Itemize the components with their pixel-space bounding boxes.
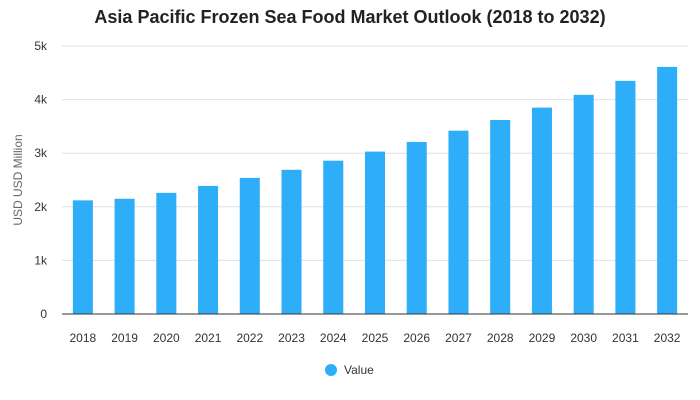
x-tick-label: 2019 <box>111 331 138 345</box>
bars <box>72 66 678 315</box>
bar-2031[interactable] <box>615 80 636 314</box>
bar-2018[interactable] <box>72 200 93 314</box>
x-tick-label: 2032 <box>654 331 681 345</box>
bar-2027[interactable] <box>448 130 469 314</box>
y-axis-tick-labels: 0 1k 2k 3k 4k 5k <box>34 39 48 321</box>
x-tick-label: 2027 <box>445 331 472 345</box>
bar-2030[interactable] <box>573 94 594 314</box>
x-tick-label: 2023 <box>278 331 305 345</box>
x-tick-label: 2028 <box>487 331 514 345</box>
x-tick-label: 2025 <box>362 331 389 345</box>
legend-label: Value <box>344 363 374 377</box>
bar-2020[interactable] <box>156 192 177 314</box>
bar-2026[interactable] <box>406 141 427 314</box>
bar-2019[interactable] <box>114 198 135 314</box>
y-tick-label: 0 <box>40 307 47 321</box>
bar-2028[interactable] <box>490 119 511 314</box>
bar-2025[interactable] <box>364 151 386 314</box>
y-tick-label: 1k <box>34 253 48 267</box>
x-tick-label: 2030 <box>570 331 597 345</box>
x-tick-label: 2018 <box>70 331 97 345</box>
x-tick-label: 2024 <box>320 331 347 345</box>
y-tick-label: 5k <box>34 39 48 53</box>
x-tick-label: 2022 <box>236 331 263 345</box>
x-axis-tick-labels: 2018 2019 2020 2021 2022 2023 2024 2025 2026 2027… <box>70 331 681 345</box>
chart-title: Asia Pacific Frozen Sea Food Market Outl… <box>94 7 606 27</box>
bar-2032[interactable] <box>657 66 678 315</box>
y-axis-title: USD USD Million <box>11 134 25 225</box>
x-tick-label: 2020 <box>153 331 180 345</box>
legend[interactable]: Value <box>325 363 374 377</box>
x-tick-label: 2029 <box>529 331 556 345</box>
y-tick-label: 3k <box>34 146 48 160</box>
bar-2029[interactable] <box>531 107 552 314</box>
y-tick-label: 4k <box>34 93 48 107</box>
bar-2022[interactable] <box>239 177 260 314</box>
bar-2021[interactable] <box>198 185 219 314</box>
bar-2024[interactable] <box>323 160 344 314</box>
x-tick-label: 2031 <box>612 331 639 345</box>
x-tick-label: 2026 <box>403 331 430 345</box>
bar-2023[interactable] <box>281 169 302 314</box>
x-tick-label: 2021 <box>195 331 222 345</box>
y-tick-label: 2k <box>34 200 48 214</box>
legend-marker-icon <box>325 364 337 376</box>
